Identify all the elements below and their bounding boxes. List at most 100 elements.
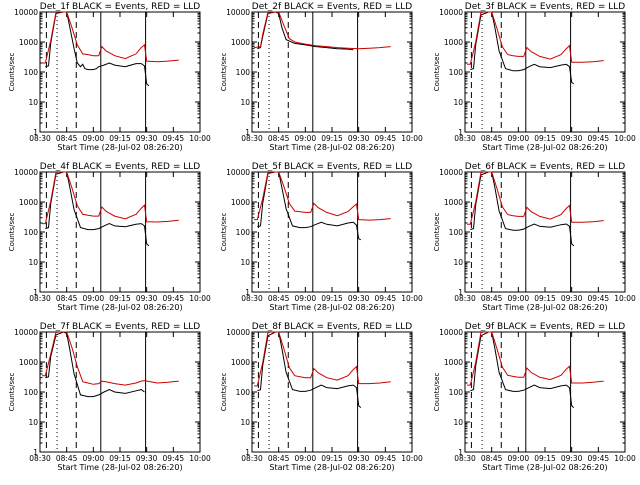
chart-panel-1: Det_1f BLACK = Events, RED = LLD 1 10 100 10… <box>8 2 211 152</box>
x-tick-label: 09:45 <box>163 294 185 303</box>
y-axis-label: Counts/sec <box>8 213 16 252</box>
x-tick-label: 10:00 <box>614 454 636 463</box>
lld-series-line <box>42 171 179 225</box>
y-tick-label: 1 <box>33 128 38 137</box>
x-tick-label: 08:45 <box>56 134 78 143</box>
plot-frame <box>251 331 413 453</box>
y-tick-label: 1 <box>458 128 463 137</box>
y-axis-label: Counts/sec <box>433 213 441 252</box>
x-tick-label: 09:00 <box>508 454 530 463</box>
y-axis-label: Counts/sec <box>8 53 16 92</box>
x-tick-label: 09:15 <box>321 294 343 303</box>
x-tick-label: 09:30 <box>561 294 583 303</box>
chart-panel-7: Det_7f BLACK = Events, RED = LLD 1 10 100 10… <box>8 322 211 472</box>
y-tick-label: 10000 <box>14 8 38 17</box>
y-tick-label: 10000 <box>226 168 250 177</box>
x-tick-label: 10:00 <box>189 294 211 303</box>
y-tick-label: 1 <box>458 448 463 457</box>
plot-frame <box>251 171 413 293</box>
y-tick-label: 10 <box>453 418 463 427</box>
y-tick-label: 1 <box>458 288 463 297</box>
x-tick-label: 09:15 <box>321 454 343 463</box>
plot-frame <box>464 11 626 133</box>
y-tick-label: 10 <box>240 258 250 267</box>
plot-frame <box>39 171 201 293</box>
x-tick-label: 09:00 <box>508 294 530 303</box>
x-axis-label: Start Time (28-Jul-02 08:26:20) <box>482 463 607 472</box>
y-tick-label: 100 <box>24 68 39 77</box>
x-tick-label: 08:30 <box>29 134 51 143</box>
y-tick-label: 1000 <box>19 38 38 47</box>
x-tick-label: 09:15 <box>109 134 131 143</box>
events-series-line <box>257 331 362 409</box>
y-tick-label: 10000 <box>226 8 250 17</box>
y-tick-label: 1000 <box>444 198 463 207</box>
chart-title: Det_1f BLACK = Events, RED = LLD <box>40 2 200 12</box>
y-tick-label: 100 <box>449 228 464 237</box>
y-tick-label: 1000 <box>231 198 250 207</box>
x-tick-label: 08:30 <box>454 454 476 463</box>
x-tick-label: 08:45 <box>481 134 503 143</box>
x-tick-label: 09:00 <box>83 134 105 143</box>
x-tick-label: 09:30 <box>136 454 158 463</box>
x-axis-label: Start Time (28-Jul-02 08:26:20) <box>482 143 607 152</box>
x-tick-label: 09:30 <box>348 134 370 143</box>
y-tick-label: 10000 <box>14 328 38 337</box>
x-tick-label: 08:45 <box>481 454 503 463</box>
x-tick-label: 09:45 <box>588 294 610 303</box>
y-tick-label: 10 <box>453 258 463 267</box>
x-axis-label: Start Time (28-Jul-02 08:26:20) <box>57 143 182 152</box>
x-tick-label: 08:30 <box>454 134 476 143</box>
x-tick-label: 09:45 <box>375 294 397 303</box>
events-series-line <box>470 11 575 85</box>
chart-title: Det_9f BLACK = Events, RED = LLD <box>465 322 625 332</box>
chart-panel-4: Det_4f BLACK = Events, RED = LLD 1 10 100 10… <box>8 162 211 312</box>
y-axis-label: Counts/sec <box>8 373 16 412</box>
x-tick-label: 10:00 <box>401 134 423 143</box>
x-tick-label: 10:00 <box>401 454 423 463</box>
y-tick-label: 100 <box>236 228 251 237</box>
y-tick-label: 10000 <box>226 328 250 337</box>
x-tick-label: 09:45 <box>163 134 185 143</box>
x-tick-label: 09:45 <box>588 454 610 463</box>
y-tick-label: 10 <box>240 418 250 427</box>
y-tick-label: 100 <box>449 68 464 77</box>
y-axis-label: Counts/sec <box>220 213 228 252</box>
y-tick-label: 1000 <box>19 198 38 207</box>
plot-frame <box>464 171 626 293</box>
y-axis-label: Counts/sec <box>433 373 441 412</box>
chart-panel-3: Det_3f BLACK = Events, RED = LLD 1 10 100 10… <box>433 2 636 152</box>
x-tick-label: 09:00 <box>295 454 317 463</box>
x-tick-label: 08:30 <box>241 454 263 463</box>
lld-series-line <box>42 331 179 386</box>
y-tick-label: 10 <box>28 98 38 107</box>
x-tick-label: 09:30 <box>348 454 370 463</box>
x-tick-label: 09:00 <box>83 454 105 463</box>
x-tick-label: 10:00 <box>189 134 211 143</box>
x-tick-label: 09:30 <box>348 294 370 303</box>
x-tick-label: 08:45 <box>56 294 78 303</box>
events-series-line <box>45 331 145 398</box>
lld-series-line <box>42 11 179 64</box>
x-axis-label: Start Time (28-Jul-02 08:26:20) <box>269 463 394 472</box>
x-axis-label: Start Time (28-Jul-02 08:26:20) <box>269 303 394 312</box>
y-tick-label: 1 <box>33 448 38 457</box>
x-tick-label: 09:15 <box>109 454 131 463</box>
x-tick-label: 09:45 <box>375 454 397 463</box>
plot-frame <box>39 331 201 453</box>
x-axis-label: Start Time (28-Jul-02 08:26:20) <box>269 143 394 152</box>
x-tick-label: 08:30 <box>241 294 263 303</box>
x-tick-label: 09:45 <box>588 134 610 143</box>
y-tick-label: 100 <box>24 388 39 397</box>
x-tick-label: 09:30 <box>136 294 158 303</box>
chart-panel-9: Det_9f BLACK = Events, RED = LLD 1 10 100 10… <box>433 322 636 472</box>
x-tick-label: 09:15 <box>109 294 131 303</box>
x-tick-label: 09:00 <box>295 134 317 143</box>
y-tick-label: 10 <box>28 418 38 427</box>
lld-series-line <box>254 171 391 221</box>
x-tick-label: 10:00 <box>189 454 211 463</box>
x-tick-label: 09:45 <box>375 134 397 143</box>
chart-title: Det_6f BLACK = Events, RED = LLD <box>465 162 625 172</box>
events-series-line <box>470 171 575 247</box>
y-tick-label: 10000 <box>439 8 463 17</box>
